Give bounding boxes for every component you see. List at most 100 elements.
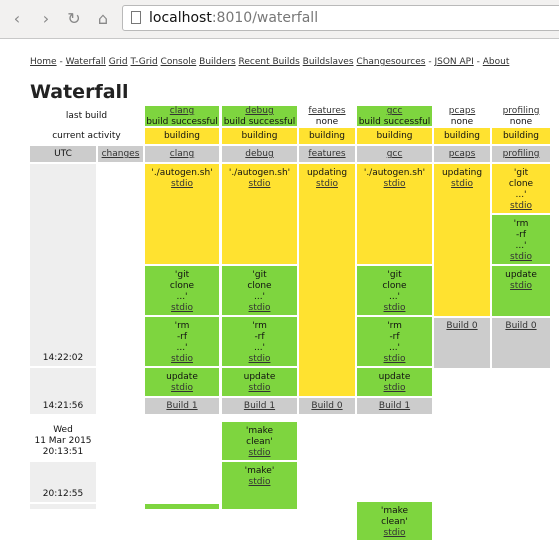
nav-json-api[interactable]: JSON API: [434, 57, 474, 67]
stdio-link[interactable]: stdio: [383, 528, 406, 538]
stdio-link[interactable]: stdio: [451, 179, 473, 189]
nav-builders[interactable]: Builders: [199, 57, 236, 67]
build-link[interactable]: Build 0: [311, 401, 343, 411]
debug-builder-link[interactable]: debug: [245, 106, 274, 116]
gcc-build-1[interactable]: Build 1: [357, 398, 432, 414]
clang-header-link[interactable]: clang: [169, 149, 195, 159]
debug-column-header[interactable]: debug: [222, 146, 297, 162]
step-name: ...': [253, 343, 266, 353]
debug-build-1[interactable]: Build 1: [222, 398, 297, 414]
clang-current-activity: building: [145, 128, 219, 144]
pcaps-build-0[interactable]: Build 0: [434, 318, 490, 368]
step-name: clone: [247, 281, 272, 291]
step-name: 'git: [513, 168, 529, 178]
stdio-link[interactable]: stdio: [383, 383, 406, 393]
pcaps-column-header[interactable]: pcaps: [434, 146, 490, 162]
profiling-build-0[interactable]: Build 0: [492, 318, 550, 368]
url-text: localhost:8010/waterfall: [149, 10, 318, 26]
pcaps-header-link[interactable]: pcaps: [448, 149, 476, 159]
nav-waterfall[interactable]: Waterfall: [65, 57, 106, 67]
reload-icon[interactable]: ↻: [67, 9, 81, 28]
step-name: update: [378, 372, 411, 382]
nav-console[interactable]: Console: [160, 57, 197, 67]
pcaps-last-build: pcaps none: [434, 106, 490, 126]
nav-tgrid[interactable]: T-Grid: [130, 57, 158, 67]
forward-icon[interactable]: ›: [42, 9, 50, 28]
build-link[interactable]: Build 1: [378, 401, 411, 411]
nav-grid[interactable]: Grid: [108, 57, 128, 67]
features-column-header[interactable]: features: [299, 146, 355, 162]
profiling-column-header[interactable]: profiling: [492, 146, 550, 162]
stdio-link[interactable]: stdio: [383, 303, 406, 313]
step-name: clone: [382, 281, 407, 291]
nav-buildslaves[interactable]: Buildslaves: [302, 57, 354, 67]
step-name: ...': [176, 292, 188, 302]
nav-separator: -: [428, 57, 432, 67]
stdio-link[interactable]: stdio: [248, 448, 271, 458]
step-name: 'rm: [387, 321, 402, 331]
stdio-link[interactable]: stdio: [383, 179, 406, 189]
profiling-header-link[interactable]: profiling: [502, 149, 540, 159]
changes-link[interactable]: changes: [101, 149, 140, 159]
stdio-link[interactable]: stdio: [383, 354, 406, 364]
stdio-link[interactable]: stdio: [510, 281, 532, 291]
stdio-link[interactable]: stdio: [171, 179, 193, 189]
clang-builder-link[interactable]: clang: [169, 106, 195, 116]
stdio-link[interactable]: stdio: [248, 354, 271, 364]
stdio-link[interactable]: stdio: [171, 354, 193, 364]
nav-about[interactable]: About: [482, 57, 510, 67]
gcc-column-header[interactable]: gcc: [357, 146, 432, 162]
stdio-link[interactable]: stdio: [316, 179, 338, 189]
nav-separator: -: [476, 57, 480, 67]
step-name: 'make: [245, 426, 274, 436]
clang-build-1[interactable]: Build 1: [145, 398, 219, 414]
build-link[interactable]: Build 0: [505, 321, 537, 331]
back-icon[interactable]: ‹: [13, 9, 21, 28]
page-icon: [131, 11, 141, 24]
nav-home[interactable]: Home: [30, 57, 57, 67]
step-name: clone: [169, 281, 195, 291]
stdio-link[interactable]: stdio: [248, 383, 271, 393]
stdio-link[interactable]: stdio: [171, 303, 193, 313]
features-build-0[interactable]: Build 0: [299, 398, 355, 414]
clang-column-header[interactable]: clang: [145, 146, 219, 162]
last-build-label: last build: [65, 111, 108, 121]
debug-header-link[interactable]: debug: [245, 149, 274, 159]
page-title: Waterfall: [30, 81, 129, 103]
stdio-link[interactable]: stdio: [248, 303, 271, 313]
features-header-link[interactable]: features: [308, 149, 346, 159]
url-host: localhost: [149, 10, 212, 26]
stdio-link[interactable]: stdio: [171, 383, 193, 393]
time-label: 14:21:56: [42, 401, 84, 411]
features-builder-link[interactable]: features: [308, 106, 346, 116]
debug-step-make: 'make' stdio: [222, 462, 297, 509]
home-icon[interactable]: ⌂: [97, 9, 109, 28]
date-label: 11 Mar 2015: [34, 436, 92, 446]
address-bar[interactable]: localhost:8010/waterfall: [122, 5, 559, 31]
clang-last-build: clang build successful: [145, 106, 219, 126]
build-link[interactable]: Build 0: [446, 321, 478, 331]
stdio-link[interactable]: stdio: [248, 477, 271, 487]
pcaps-last-build-status: none: [450, 117, 474, 126]
nav-recent-builds[interactable]: Recent Builds: [238, 57, 300, 67]
build-link[interactable]: Build 1: [243, 401, 276, 411]
changes-header[interactable]: changes: [98, 146, 143, 162]
step-name: ...': [515, 241, 527, 251]
gcc-step-make-clean: 'make clean' stdio: [357, 502, 432, 540]
time-cell: 14:22:02: [30, 164, 96, 366]
stdio-link[interactable]: stdio: [510, 252, 532, 262]
gcc-header-link[interactable]: gcc: [386, 149, 403, 159]
stdio-link[interactable]: stdio: [510, 201, 532, 211]
features-last-build: features none: [299, 106, 355, 126]
nav-changesources[interactable]: Changesources: [356, 57, 426, 67]
build-link[interactable]: Build 1: [166, 401, 198, 411]
profiling-builder-link[interactable]: profiling: [502, 106, 540, 116]
gcc-builder-link[interactable]: gcc: [386, 106, 403, 116]
browser-toolbar: ‹ › ↻ ⌂ localhost:8010/waterfall: [0, 0, 559, 39]
step-name: ...': [388, 292, 401, 302]
pcaps-builder-link[interactable]: pcaps: [448, 106, 476, 116]
stdio-link[interactable]: stdio: [248, 179, 271, 189]
gcc-current-activity: building: [357, 128, 432, 144]
debug-step-update: update stdio: [222, 368, 297, 396]
time-cell: [30, 504, 96, 509]
